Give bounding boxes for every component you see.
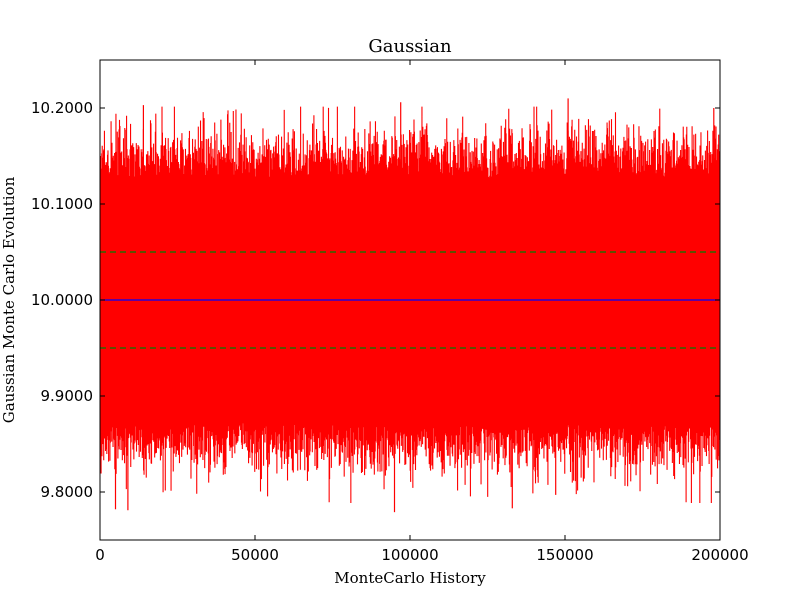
y-tick-label-4: 10.2000 [31,99,93,117]
y-axis-label: Gaussian Monte Carlo Evolution [0,176,18,423]
y-tick-label-2: 10.0000 [31,291,93,309]
y-tick-label-3: 10.1000 [31,195,93,213]
x-tick-label-1: 50000 [231,546,279,564]
y-tick-label-1: 9.9000 [41,387,94,405]
x-tick-label-4: 200000 [691,546,748,564]
x-axis-label: MonteCarlo History [334,569,486,587]
x-tick-label-0: 0 [95,546,105,564]
x-tick-label-3: 150000 [536,546,593,564]
chart-title: Gaussian [368,36,452,57]
x-tick-label-2: 100000 [381,546,438,564]
y-tick-label-0: 9.8000 [41,483,94,501]
plot-area: 0 50000 100000 150000 200000 9.8000 9.9000 10.0… [31,59,749,564]
